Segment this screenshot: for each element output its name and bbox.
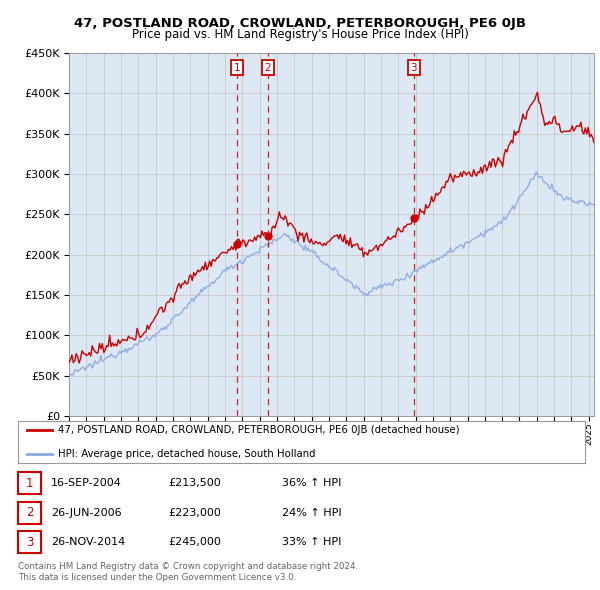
Text: 47, POSTLAND ROAD, CROWLAND, PETERBOROUGH, PE6 0JB: 47, POSTLAND ROAD, CROWLAND, PETERBOROUG… (74, 17, 526, 30)
Text: Contains HM Land Registry data © Crown copyright and database right 2024.: Contains HM Land Registry data © Crown c… (18, 562, 358, 571)
Text: 24% ↑ HPI: 24% ↑ HPI (282, 508, 341, 517)
Text: 33% ↑ HPI: 33% ↑ HPI (282, 537, 341, 547)
Text: 36% ↑ HPI: 36% ↑ HPI (282, 478, 341, 488)
Text: 3: 3 (410, 63, 417, 73)
Text: 3: 3 (26, 536, 33, 549)
Text: Price paid vs. HM Land Registry's House Price Index (HPI): Price paid vs. HM Land Registry's House … (131, 28, 469, 41)
Text: 1: 1 (234, 63, 241, 73)
Text: £223,000: £223,000 (168, 508, 221, 517)
Text: £245,000: £245,000 (168, 537, 221, 547)
Text: HPI: Average price, detached house, South Holland: HPI: Average price, detached house, Sout… (58, 449, 315, 459)
Text: 26-JUN-2006: 26-JUN-2006 (51, 508, 122, 517)
Text: 26-NOV-2014: 26-NOV-2014 (51, 537, 125, 547)
Text: 2: 2 (26, 506, 33, 519)
Text: 2: 2 (265, 63, 271, 73)
Text: 16-SEP-2004: 16-SEP-2004 (51, 478, 122, 488)
Text: 47, POSTLAND ROAD, CROWLAND, PETERBOROUGH, PE6 0JB (detached house): 47, POSTLAND ROAD, CROWLAND, PETERBOROUG… (58, 425, 460, 435)
Text: 1: 1 (26, 477, 33, 490)
Text: This data is licensed under the Open Government Licence v3.0.: This data is licensed under the Open Gov… (18, 573, 296, 582)
Text: £213,500: £213,500 (168, 478, 221, 488)
